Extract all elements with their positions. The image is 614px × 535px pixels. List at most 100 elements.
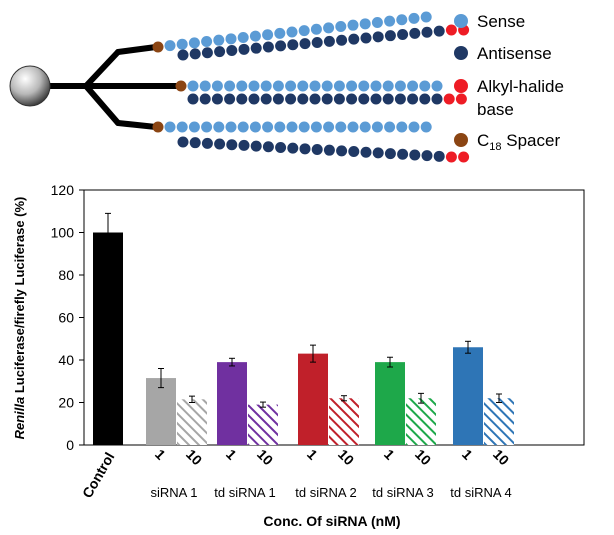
sense-bead — [211, 80, 223, 92]
group-label-control: Control — [79, 450, 118, 501]
antisense-bead — [287, 142, 299, 154]
antisense-bead — [299, 143, 311, 155]
alkyl-halide-bead — [443, 93, 455, 105]
sense-bead — [333, 80, 345, 92]
antisense-bead — [226, 139, 238, 151]
concentration-label: 1 — [152, 446, 169, 463]
sense-bead — [199, 80, 211, 92]
concentration-label: 1 — [223, 446, 240, 463]
antisense-bead — [358, 93, 370, 105]
sirna-strand-2 — [175, 80, 467, 105]
spacer-bead — [175, 80, 187, 92]
alkyl-halide-marker — [454, 79, 468, 93]
sense-bead — [431, 80, 443, 92]
sense-bead — [201, 36, 213, 48]
antisense-bead — [384, 148, 396, 160]
sense-bead — [237, 121, 249, 133]
sirna-strands — [152, 11, 470, 163]
concentration-label: 10 — [412, 446, 434, 468]
y-axis: 0 20 40 60 80 100 120 — [51, 182, 84, 453]
group-label: siRNA 1 — [151, 485, 198, 500]
antisense-bead — [214, 138, 226, 150]
antisense-bead — [262, 141, 274, 153]
y-tick-label: 80 — [58, 267, 74, 283]
sense-bead — [262, 29, 274, 41]
legend-label-antisense: Antisense — [477, 44, 552, 63]
antisense-bead — [262, 41, 274, 53]
sense-bead — [176, 121, 188, 133]
sense-bead — [274, 121, 286, 133]
sense-bead — [224, 80, 236, 92]
solid-support-bead — [9, 65, 51, 107]
sense-bead — [236, 80, 248, 92]
sense-bead — [407, 80, 419, 92]
antisense-bead — [323, 35, 335, 47]
bar — [375, 362, 405, 445]
sense-bead — [274, 27, 286, 39]
antisense-bead — [419, 93, 431, 105]
sense-bead — [420, 121, 432, 133]
antisense-bead — [360, 146, 372, 158]
sense-bead — [335, 121, 347, 133]
antisense-bead — [348, 146, 360, 158]
antisense-bead — [309, 93, 321, 105]
antisense-bead — [323, 144, 335, 156]
bar — [248, 404, 278, 445]
bar — [298, 353, 328, 445]
sense-bead — [298, 121, 310, 133]
antisense-bead — [238, 43, 250, 55]
concentration-label: 10 — [183, 446, 205, 468]
bar — [406, 398, 436, 445]
group-label: td siRNA 1 — [214, 485, 275, 500]
sense-bead — [382, 80, 394, 92]
antisense-bead — [285, 93, 297, 105]
antisense-bead — [272, 93, 284, 105]
concentration-label: 10 — [335, 446, 357, 468]
bar — [93, 232, 123, 445]
sense-bead — [420, 11, 432, 23]
antisense-bead — [211, 93, 223, 105]
legend-item-spacer: C18 Spacer — [454, 131, 560, 153]
y-tick-label: 40 — [58, 352, 74, 368]
legend-item-sense: Sense — [454, 12, 525, 31]
antisense-bead — [224, 93, 236, 105]
antisense-bead — [394, 93, 406, 105]
sense-bead — [164, 121, 176, 133]
antisense-bead — [189, 137, 201, 149]
antisense-bead — [421, 150, 433, 162]
sense-bead — [285, 80, 297, 92]
antisense-bead — [311, 37, 323, 48]
sirna-strand-1 — [152, 11, 470, 61]
antisense-bead — [421, 26, 433, 38]
antisense-bead — [248, 93, 260, 105]
antisense-bead — [260, 93, 272, 105]
sense-bead — [321, 80, 333, 92]
y-tick-label: 100 — [51, 225, 75, 241]
antisense-bead — [189, 48, 201, 60]
antisense-bead — [214, 46, 226, 58]
sense-bead — [286, 26, 298, 38]
sense-marker — [454, 14, 468, 28]
sense-bead — [298, 25, 310, 37]
sense-bead — [297, 80, 309, 92]
antisense-bead — [201, 137, 213, 149]
legend-label-spacer: C18 Spacer — [477, 131, 560, 153]
group-label: td siRNA 2 — [295, 485, 356, 500]
bar-chart: 0 20 40 60 80 100 120 Control 1 10 siRNA 1 1 10 td s… — [12, 182, 585, 529]
spacer-bead — [152, 121, 164, 133]
antisense-bead — [409, 149, 421, 161]
sense-bead — [371, 121, 383, 133]
antisense-bead — [433, 25, 445, 37]
bars — [93, 212, 514, 445]
sense-bead — [286, 121, 298, 133]
sense-bead — [225, 33, 237, 45]
sense-bead — [176, 38, 188, 50]
sirna-strand-3 — [152, 121, 470, 163]
sense-bead — [248, 80, 260, 92]
sense-bead — [213, 121, 225, 133]
alkyl-halide-bead — [455, 93, 467, 105]
concentration-label: 1 — [381, 446, 398, 463]
y-axis-label: Renilla Luciferase/firefly Luciferase (%… — [12, 197, 27, 440]
sense-bead — [188, 121, 200, 133]
